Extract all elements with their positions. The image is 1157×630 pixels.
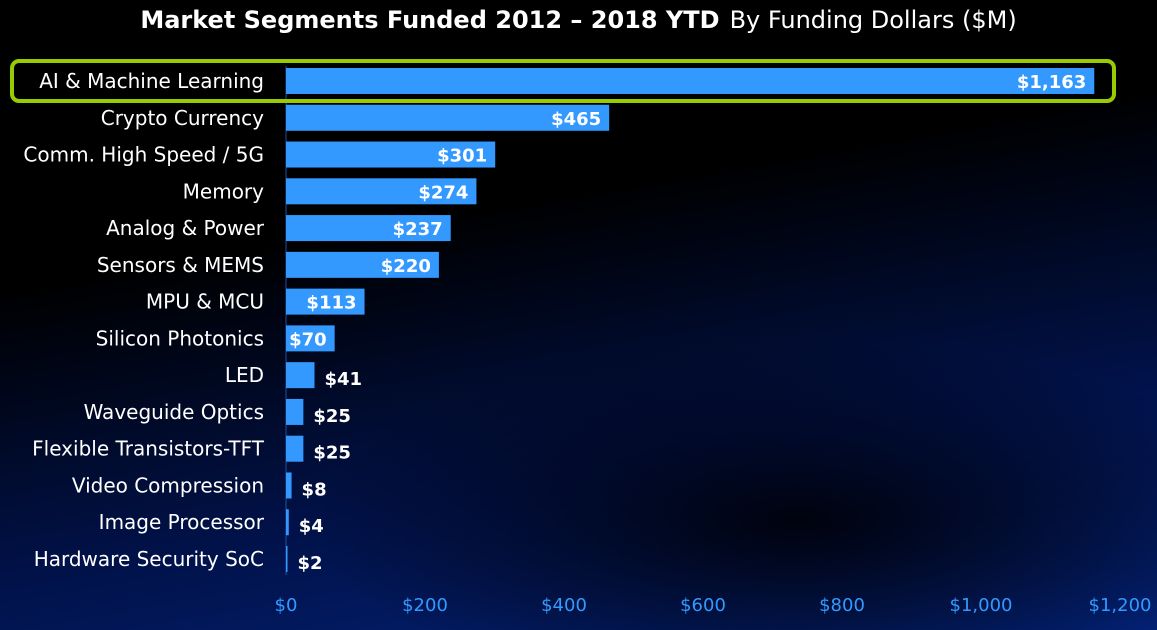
category-label: Sensors & MEMS — [97, 253, 264, 277]
category-label: Comm. High Speed / 5G — [23, 143, 264, 167]
bar-8 — [286, 362, 315, 389]
bar-11 — [286, 472, 292, 499]
bar-0 — [286, 68, 1095, 94]
category-label: Flexible Transistors-TFT — [32, 437, 265, 461]
x-tick-label: $400 — [541, 595, 587, 616]
x-tick-label: $0 — [275, 595, 298, 616]
data-label: $4 — [299, 516, 324, 537]
x-tick-label: $1,000 — [950, 595, 1013, 616]
category-label: Silicon Photonics — [96, 326, 264, 350]
category-label: Hardware Security SoC — [34, 547, 264, 571]
category-label: Analog & Power — [106, 216, 265, 240]
title-subtitle: By Funding Dollars ($M) — [729, 6, 1017, 34]
x-tick-label: $600 — [680, 595, 726, 616]
chart-title: Market Segments Funded 2012 – 2018 YTD By… — [0, 6, 1157, 34]
x-tick-label: $1,200 — [1089, 595, 1152, 616]
title-main: Market Segments Funded 2012 – 2018 YTD — [140, 6, 720, 34]
highlight-box — [10, 59, 1116, 103]
bar-3 — [286, 178, 477, 205]
category-label: Image Processor — [99, 510, 265, 534]
bar-2 — [286, 141, 496, 168]
bar-4 — [286, 215, 451, 242]
bar-6 — [286, 288, 365, 315]
bar-9 — [286, 398, 304, 425]
data-label: $301 — [437, 146, 487, 167]
data-label: $1,163 — [1017, 72, 1086, 93]
data-label: $113 — [306, 293, 356, 314]
data-label: $274 — [418, 182, 468, 203]
bar-12 — [286, 509, 289, 536]
data-label: $8 — [302, 479, 327, 500]
data-label: $25 — [313, 443, 351, 464]
data-label: $41 — [324, 369, 362, 390]
data-label: $220 — [381, 256, 431, 277]
category-label: LED — [225, 363, 264, 387]
bar-5 — [286, 251, 439, 278]
data-label: $25 — [313, 406, 351, 427]
bar-1 — [286, 104, 610, 131]
category-label: Memory — [183, 179, 265, 203]
data-label: $465 — [551, 109, 601, 130]
data-label: $70 — [289, 329, 327, 350]
category-label: Waveguide Optics — [84, 400, 264, 424]
category-label: Crypto Currency — [101, 106, 264, 130]
category-label: AI & Machine Learning — [39, 69, 264, 93]
category-label: MPU & MCU — [146, 290, 264, 314]
x-tick-label: $800 — [819, 595, 865, 616]
x-tick-label: $200 — [402, 595, 448, 616]
bar-13 — [286, 546, 288, 573]
category-label: Video Compression — [72, 473, 264, 497]
bar-10 — [286, 435, 304, 462]
data-label: $237 — [393, 219, 443, 240]
data-label: $2 — [298, 553, 323, 574]
bar-7 — [286, 325, 335, 352]
